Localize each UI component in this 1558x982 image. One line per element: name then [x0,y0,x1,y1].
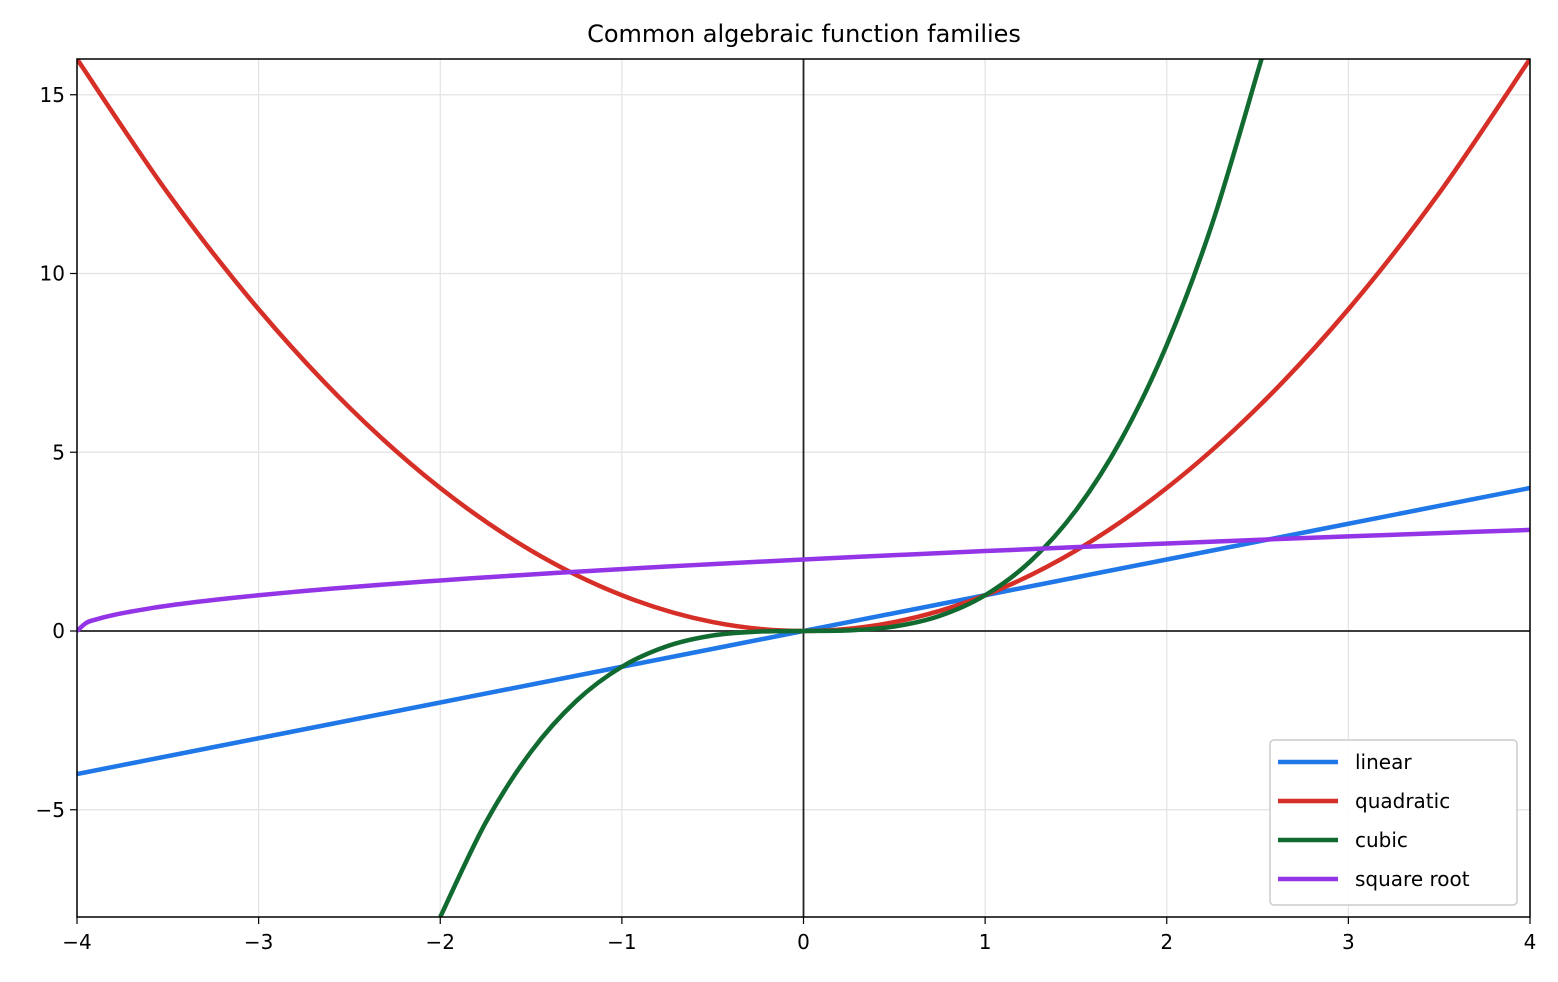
y-tick-label: 15 [40,83,65,107]
x-tick-label: 4 [1524,930,1537,954]
series-lines [77,59,1530,917]
x-tick-label: −1 [607,930,636,954]
legend-label: quadratic [1355,789,1450,813]
x-tick-label: −2 [426,930,455,954]
y-tick-label: 5 [52,440,65,464]
series-line-square-root [77,527,1530,633]
x-tick-label: 2 [1160,930,1173,954]
y-tick-label: 10 [40,262,65,286]
y-tick-label: 0 [52,619,65,643]
series-line-cubic [438,59,1264,917]
x-tick-label: 3 [1342,930,1355,954]
x-tick-label: −4 [62,930,91,954]
x-tick-label: 1 [979,930,992,954]
chart-title: Common algebraic function families [587,20,1021,48]
legend-box [1269,739,1518,906]
legend-label: linear [1355,750,1412,774]
x-axis-ticks: −4 −3 −2 −1 0 1 2 3 4 [62,917,1536,954]
x-tick-label: −3 [244,930,273,954]
x-tick-label: 0 [797,930,810,954]
legend-label: cubic [1355,828,1408,852]
legend-label: square root [1355,867,1470,891]
legend: linear quadratic cubic square root [1269,739,1518,906]
y-axis-ticks: −5 0 5 10 15 [36,83,77,822]
y-tick-label: −5 [36,798,65,822]
